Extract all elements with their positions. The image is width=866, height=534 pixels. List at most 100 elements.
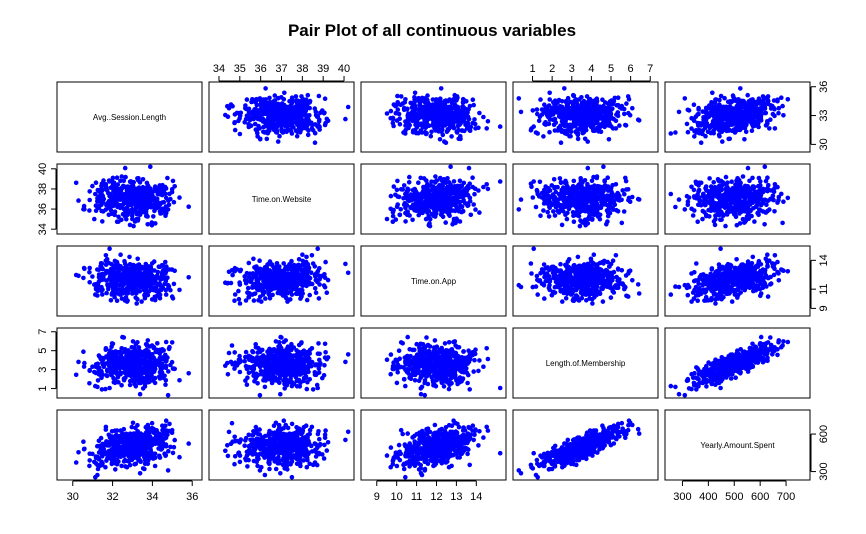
scatter-point	[575, 136, 581, 142]
scatter-point	[547, 97, 552, 102]
scatter-point	[608, 109, 613, 115]
scatter-point	[142, 295, 148, 301]
scatter-point	[236, 296, 242, 302]
scatter-point	[307, 105, 313, 111]
scatter-point	[765, 98, 770, 104]
scatter-point	[614, 103, 619, 108]
scatter-point	[315, 246, 321, 252]
scatter-point	[82, 266, 87, 272]
scatter-point	[266, 115, 271, 120]
scatter-point	[410, 187, 416, 193]
scatter-point	[727, 121, 733, 126]
scatter-point	[294, 111, 300, 117]
scatter-point	[485, 119, 491, 124]
scatter-point	[737, 221, 743, 226]
scatter-point	[718, 217, 723, 223]
scatter-point	[87, 189, 92, 194]
scatter-point	[424, 113, 430, 119]
scatter-point	[104, 290, 109, 296]
panel-2-1	[208, 245, 355, 317]
scatter-point	[424, 100, 429, 105]
scatter-point	[615, 191, 621, 197]
scatter-point	[621, 209, 627, 214]
scatter-point	[750, 122, 755, 128]
scatter-point	[571, 178, 577, 184]
scatter-point	[289, 284, 295, 290]
scatter-point	[738, 86, 743, 91]
scatter-point	[684, 121, 690, 127]
scatter-point	[724, 110, 729, 115]
scatter-point	[580, 208, 585, 213]
scatter-point	[553, 199, 558, 205]
scatter-point	[281, 115, 286, 121]
scatter-point	[275, 139, 281, 144]
scatter-point	[395, 107, 401, 112]
panel-1-0	[56, 163, 203, 235]
scatter-point	[694, 196, 699, 201]
scatter-point	[716, 183, 722, 189]
scatter-point	[574, 130, 579, 135]
scatter-point	[691, 102, 697, 107]
scatter-point	[420, 209, 426, 214]
scatter-point	[591, 128, 596, 133]
scatter-point	[562, 86, 567, 91]
scatter-point	[306, 113, 311, 119]
scatter-point	[454, 129, 460, 135]
scatter-point	[573, 99, 579, 105]
scatter-point	[177, 195, 182, 200]
scatter-point	[430, 123, 435, 128]
scatter-point	[232, 127, 238, 133]
scatter-point	[155, 269, 161, 275]
scatter-point	[617, 123, 622, 128]
scatter-point	[395, 178, 400, 184]
scatter-point	[297, 130, 303, 135]
scatter-point	[598, 116, 603, 121]
scatter-point	[146, 289, 152, 294]
scatter-point	[626, 195, 632, 201]
scatter-point	[82, 207, 87, 212]
diagonal-label-Avg..Session.Length: Avg..Session.Length	[93, 113, 166, 122]
scatter-point	[93, 287, 99, 292]
scatter-point	[257, 126, 262, 131]
scatter-point	[562, 123, 568, 129]
scatter-point	[286, 119, 291, 125]
scatter-point	[707, 176, 712, 181]
scatter-point	[585, 165, 591, 171]
scatter-point	[113, 271, 119, 276]
scatter-point	[98, 198, 104, 204]
scatter-point	[587, 118, 592, 123]
scatter-point	[143, 209, 149, 214]
scatter-point	[467, 128, 473, 133]
scatter-point	[95, 293, 100, 298]
scatter-point	[614, 112, 619, 117]
scatter-point	[775, 98, 780, 104]
scatter-point	[261, 129, 266, 135]
scatter-point	[741, 104, 747, 110]
scatter-point	[345, 104, 351, 110]
scatter-point	[393, 110, 399, 116]
scatter-point	[578, 180, 584, 185]
scatter-point	[151, 214, 156, 219]
scatter-point	[273, 280, 278, 286]
scatter-point	[567, 99, 573, 105]
scatter-point	[277, 281, 283, 287]
panel-0-4	[664, 81, 811, 153]
scatter-point	[717, 103, 722, 109]
scatter-point	[98, 261, 104, 266]
scatter-point	[394, 118, 400, 123]
scatter-point	[394, 204, 400, 210]
scatter-point	[549, 183, 555, 188]
scatter-point	[772, 126, 778, 131]
scatter-point	[268, 121, 274, 126]
scatter-point	[702, 210, 707, 215]
scatter-point	[429, 194, 434, 200]
scatter-point	[752, 219, 757, 224]
scatter-point	[148, 270, 153, 276]
scatter-point	[591, 104, 596, 110]
scatter-point	[393, 103, 398, 109]
scatter-point	[397, 212, 403, 218]
scatter-point	[567, 111, 573, 117]
scatter-point	[605, 175, 610, 180]
scatter-point	[624, 187, 629, 192]
scatter-point	[145, 222, 150, 227]
